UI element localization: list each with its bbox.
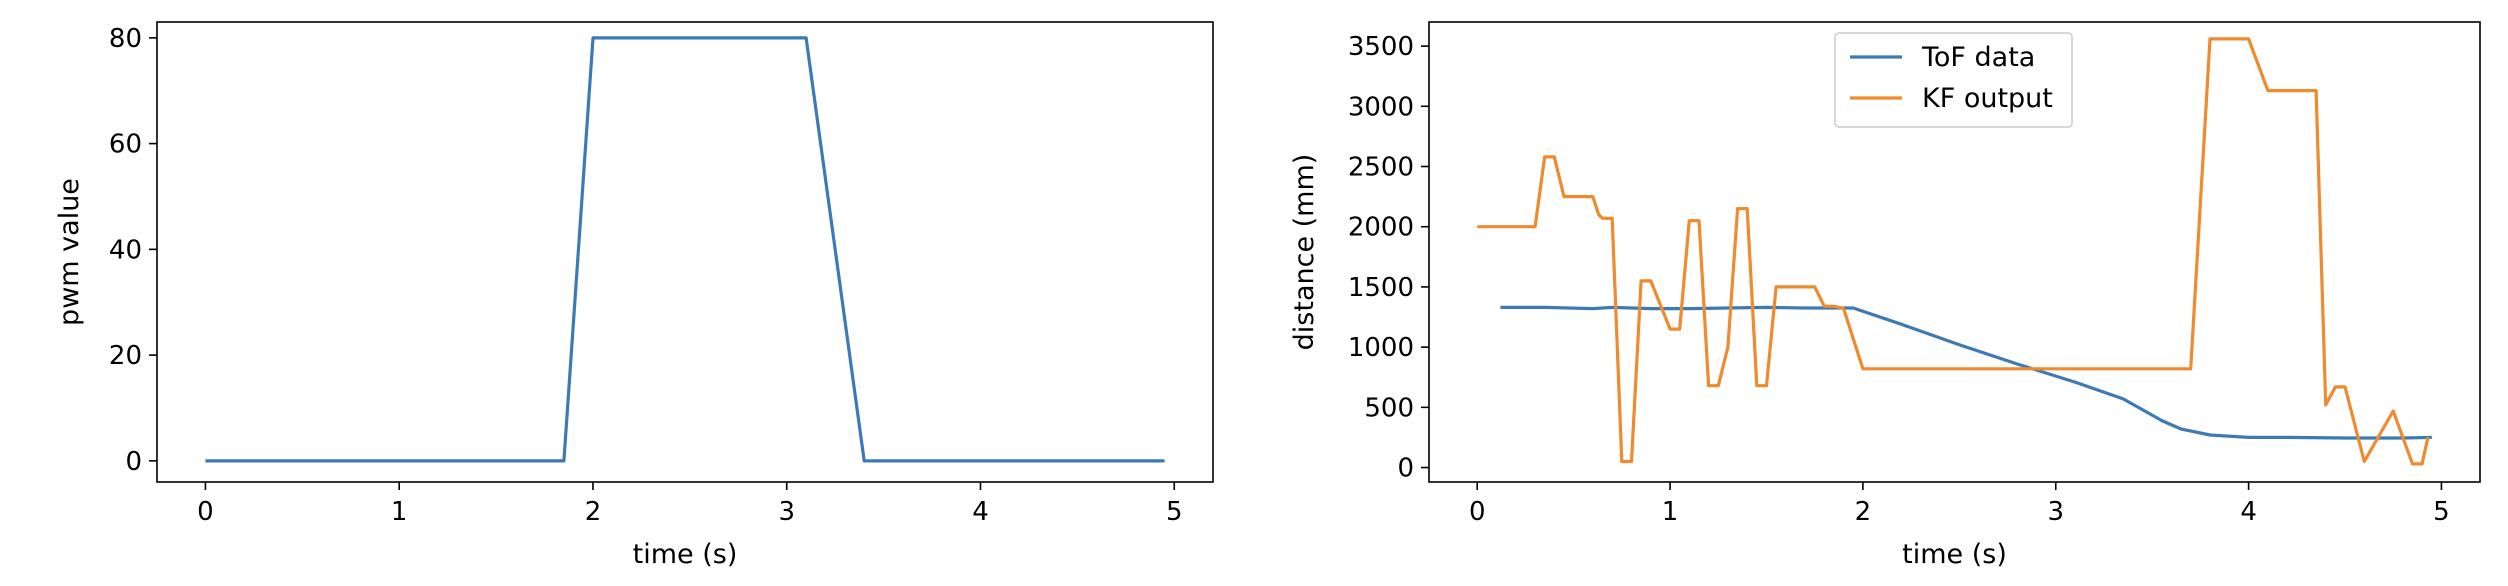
pwm-plot-lines (205, 36, 1165, 463)
distance-x-tick-label: 1 (1662, 497, 1679, 527)
distance-axes-frame (1428, 21, 2481, 483)
distance-x-axis-label: time (s) (1902, 539, 2007, 570)
legend-label-tof-data: ToF data (1921, 42, 2035, 73)
pwm-y-tick-label: 60 (109, 130, 142, 160)
pwm-x-tick-label: 3 (778, 497, 795, 527)
pwm-x-tick-label: 2 (585, 497, 602, 527)
distance-y-tick-label: 2000 (1348, 213, 1414, 243)
pwm-y-tick-label: 0 (125, 447, 142, 477)
distance-y-tick-label: 500 (1364, 393, 1414, 423)
distance-kf-output-line (1477, 37, 2430, 466)
pwm-x-tick-label: 1 (391, 497, 408, 527)
legend-label-kf-output: KF output (1922, 83, 2053, 114)
pwm-chart: 0 1 2 3 4 5 0 20 40 60 80 time (s) pwm value (54, 21, 1214, 570)
pwm-x-tick-label: 5 (1166, 497, 1183, 527)
distance-y-tick-label: 1000 (1348, 333, 1414, 363)
pwm-x-tick-label: 4 (972, 497, 989, 527)
pwm-y-axis-label: pwm value (54, 178, 85, 326)
distance-plot-lines (1477, 37, 2432, 466)
pwm-x-ticks: 0 1 2 3 4 5 (197, 482, 1183, 527)
legend: ToF data KF output (1834, 32, 2073, 128)
pwm-y-tick-label: 40 (109, 235, 142, 265)
distance-x-ticks: 0 1 2 3 4 5 (1469, 482, 2450, 527)
distance-x-tick-label: 2 (1855, 497, 1872, 527)
distance-tof-data-line (1500, 305, 2432, 440)
distance-y-tick-label: 2500 (1348, 153, 1414, 183)
pwm-axes-frame (156, 21, 1214, 483)
pwm-y-tick-label: 80 (109, 24, 142, 54)
distance-x-tick-label: 3 (2047, 497, 2064, 527)
distance-x-tick-label: 5 (2433, 497, 2450, 527)
pwm-x-tick-label: 0 (197, 497, 214, 527)
pwm-x-axis-label: time (s) (633, 539, 738, 570)
pwm-y-ticks: 0 20 40 60 80 (109, 24, 157, 477)
distance-y-tick-label: 1500 (1348, 273, 1414, 303)
distance-y-tick-label: 0 (1397, 454, 1414, 484)
pwm-y-tick-label: 20 (109, 341, 142, 371)
distance-y-axis-label: distance (mm) (1289, 154, 1320, 351)
distance-y-ticks: 0 500 1000 1500 2000 2500 3000 3500 (1348, 32, 1429, 484)
distance-x-tick-label: 0 (1469, 497, 1486, 527)
distance-y-tick-label: 3500 (1348, 32, 1414, 62)
pwm-series-0-line (205, 36, 1165, 463)
distance-chart: 0 1 2 3 4 5 0 500 1000 1500 2000 2500 3000 3500 time… (1289, 21, 2481, 570)
distance-y-tick-label: 3000 (1348, 92, 1414, 122)
distance-x-tick-label: 4 (2240, 497, 2257, 527)
